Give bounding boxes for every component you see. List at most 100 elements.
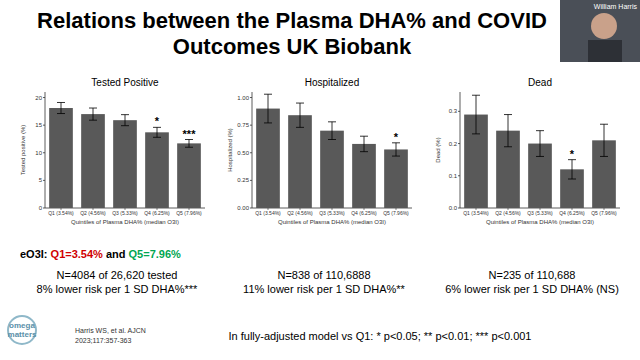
y-tick — [458, 208, 460, 209]
footnote: In fully-adjusted model vs Q1: * p<0.05;… — [228, 330, 531, 342]
error-cap — [185, 147, 193, 148]
error-bar — [153, 127, 161, 137]
chart-title: Tested Positive — [91, 77, 159, 88]
error-bar — [600, 124, 608, 156]
y-tick-label: 0.2 — [449, 141, 458, 147]
error-cap — [153, 137, 161, 138]
y-tick-label: 0.0 — [449, 205, 458, 211]
chart: Dead0.00.10.20.3Dead (%)Quintiles of Pla… — [435, 77, 620, 225]
logo-text: omega — [9, 321, 35, 330]
speaker-video — [560, 0, 640, 62]
x-tick-label: Q1 (3.54%) — [255, 210, 281, 216]
error-cap — [121, 125, 129, 126]
error-line — [364, 136, 365, 151]
error-bar — [185, 140, 193, 148]
error-bar — [536, 131, 544, 157]
error-line — [508, 115, 509, 147]
error-cap — [89, 108, 97, 109]
eo3i-part: Q1=3.54% — [51, 248, 104, 260]
significance: * — [394, 131, 399, 143]
y-tick-label: 0 — [39, 205, 43, 211]
bar — [384, 149, 408, 208]
error-cap — [264, 94, 272, 95]
x-tick-label: Q2 (4.56%) — [495, 210, 521, 216]
y-tick-label: 5 — [39, 177, 43, 183]
error-cap — [536, 156, 544, 157]
marks — [49, 102, 201, 208]
error-cap — [600, 156, 608, 157]
annotation: N=4084 of 26,620 tested — [57, 269, 178, 281]
y-tick-label: 10 — [35, 150, 42, 156]
y-tick — [250, 180, 252, 181]
bar — [49, 108, 73, 208]
bar — [320, 131, 344, 208]
x-tick-label: Q2 (4.56%) — [287, 210, 313, 216]
x-tick-label: Q4 (6.25%) — [351, 210, 377, 216]
error-bar — [296, 103, 304, 127]
x-tick-label: Q3 (5.33%) — [527, 210, 553, 216]
bar — [81, 114, 105, 208]
significance: * — [155, 115, 160, 127]
error-bar — [504, 115, 512, 147]
error-cap — [89, 120, 97, 121]
y-tick-label: 0.75 — [237, 122, 249, 128]
error-cap — [121, 114, 129, 115]
y-tick — [458, 143, 460, 144]
y-axis — [460, 92, 461, 208]
error-line — [540, 131, 541, 157]
y-tick — [458, 111, 460, 112]
annotation: 6% lower risk per 1 SD DHA% (NS) — [445, 283, 619, 295]
y-tick — [250, 208, 252, 209]
error-cap — [472, 95, 480, 96]
error-line — [572, 160, 573, 179]
x-tick-label: Q1 (3.54%) — [48, 210, 74, 216]
x-tick-label: Q2 (4.56%) — [80, 210, 106, 216]
y-tick — [250, 152, 252, 153]
annotation: N=235 of 110,688 — [489, 269, 576, 281]
y-tick-label: 20 — [35, 95, 42, 101]
error-cap — [504, 146, 512, 147]
eo3i-part: Q5=7.96% — [129, 248, 182, 260]
bar — [256, 109, 280, 208]
citation: 2023;117:357-363 — [75, 337, 131, 344]
eo3i-note: eO3I: Q1=3.54% and Q5=7.96% — [20, 248, 181, 260]
error-bar — [264, 94, 272, 123]
bar — [352, 144, 376, 208]
error-line — [396, 143, 397, 156]
x-tick-label: Q5 (7.96%) — [591, 210, 617, 216]
x-axis-label: Quintiles of Plasma DHA% (median O3I) — [486, 219, 594, 225]
error-line — [604, 124, 605, 156]
error-cap — [57, 113, 65, 114]
x-tick-label: Q3 (5.33%) — [319, 210, 345, 216]
error-cap — [536, 130, 544, 131]
y-tick — [250, 97, 252, 98]
error-cap — [472, 133, 480, 134]
logo-text: matters — [8, 330, 37, 339]
y-tick-label: 0.3 — [449, 108, 458, 114]
bar — [113, 120, 137, 208]
chart-title: Dead — [528, 77, 552, 88]
chart: Tested Positive05101520Tested positive (… — [20, 77, 205, 225]
x-axis-label: Quintiles of Plasma DHA% (median O3I) — [278, 219, 386, 225]
annotation: 8% lower risk per 1 SD DHA%*** — [37, 283, 198, 295]
y-axis-label: Hospitalized (%) — [227, 128, 233, 172]
y-tick-label: 0.25 — [237, 177, 249, 183]
error-bar — [328, 122, 336, 140]
y-axis-label: Dead (%) — [435, 137, 441, 162]
bar — [177, 143, 201, 208]
eo3i-part: and — [103, 248, 129, 260]
error-line — [61, 102, 62, 113]
error-cap — [360, 151, 368, 152]
x-tick-label: Q5 (7.96%) — [383, 210, 409, 216]
y-tick — [458, 175, 460, 176]
chart-title: Hospitalized — [305, 77, 359, 88]
citation: Harris WS, et al. AJCN — [75, 327, 146, 334]
slide-title: Relations between the Plasma DHA% and CO… — [37, 8, 547, 33]
error-bar — [392, 143, 400, 156]
speaker-face — [591, 13, 617, 39]
error-cap — [568, 179, 576, 180]
speaker-body — [588, 40, 622, 62]
x-tick-label: Q5 (7.96%) — [176, 210, 202, 216]
error-line — [268, 94, 269, 123]
error-cap — [328, 121, 336, 122]
